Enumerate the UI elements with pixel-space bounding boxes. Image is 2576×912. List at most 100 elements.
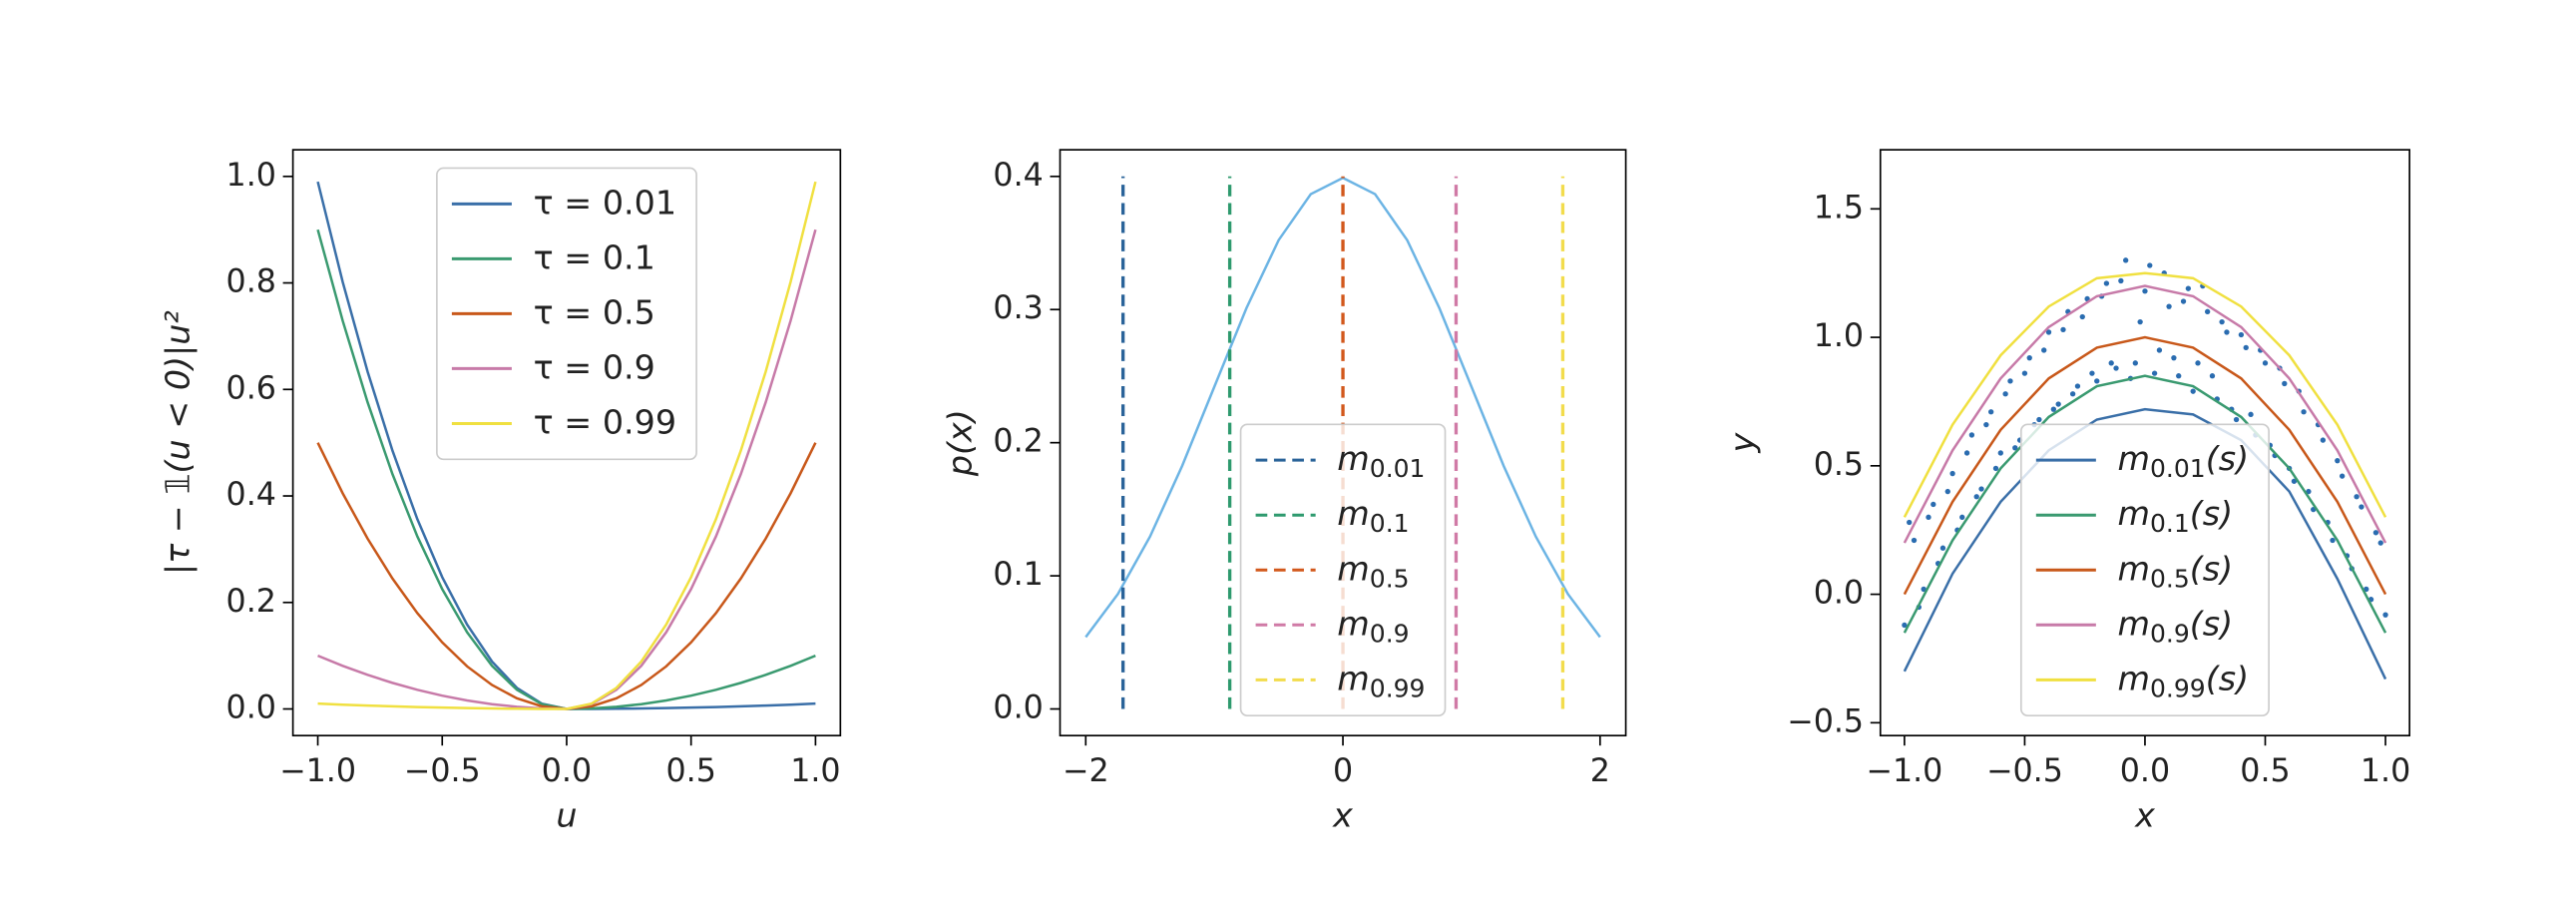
legend-name: m xyxy=(2118,604,2150,643)
y-axis-label: |τ − 𝟙(u < 0)|u² xyxy=(159,310,198,575)
legend-label: m0.99(s) xyxy=(2118,659,2250,703)
legend-subscript: 0.5 xyxy=(1370,564,1410,593)
legend-name: m xyxy=(1337,659,1369,697)
legend-name: m xyxy=(2118,494,2150,533)
y-tick-label: 0.5 xyxy=(1814,447,1864,483)
legend-subscript: 0.1 xyxy=(2150,509,2190,538)
series-line xyxy=(1903,374,2387,634)
scatter-point xyxy=(2330,537,2336,544)
legend-label: m0.1(s) xyxy=(2118,494,2234,539)
y-tick-label: 0.4 xyxy=(993,158,1043,194)
y-axis-label: y xyxy=(1723,432,1762,454)
legend-suffix: (s) xyxy=(2206,659,2249,697)
series-line xyxy=(1903,407,2387,681)
legend-subscript: 0.9 xyxy=(1370,619,1410,648)
legend-name: m xyxy=(2118,439,2150,478)
legend-suffix: (s) xyxy=(2190,604,2233,643)
legend-suffix: (s) xyxy=(2190,549,2233,588)
y-tick-label: 1.0 xyxy=(1814,318,1864,354)
scatter-point xyxy=(2041,347,2047,353)
x-tick-label: 0.0 xyxy=(2120,753,2170,789)
scatter-point xyxy=(2079,313,2085,320)
scatter-point xyxy=(1963,450,1970,456)
legend-suffix: (s) xyxy=(2190,494,2233,533)
legend-label: m0.5(s) xyxy=(2118,549,2234,594)
scatter-point xyxy=(2238,331,2245,338)
scatter-point xyxy=(1992,465,1999,472)
scatter-point xyxy=(1911,537,1918,544)
scatter-point xyxy=(2060,326,2066,333)
scatter-point xyxy=(2301,409,2307,415)
legend-subscript: 0.9 xyxy=(2150,619,2190,648)
scatter-point xyxy=(2074,383,2081,389)
y-tick-label: 0.0 xyxy=(993,690,1043,726)
legend-suffix: (s) xyxy=(2206,439,2249,478)
scatter-point xyxy=(2108,360,2114,366)
scatter-point xyxy=(2156,347,2163,353)
x-tick-label: 1.0 xyxy=(790,753,840,789)
legend-name: m xyxy=(1337,494,1369,533)
scatter-point xyxy=(2026,355,2032,361)
series-line xyxy=(1903,284,2387,544)
y-tick-label: 1.5 xyxy=(1814,190,1864,226)
scatter-point xyxy=(2339,473,2346,479)
legend-name: m xyxy=(1337,439,1369,478)
x-tick-label: 0 xyxy=(1333,753,1353,789)
scatter-point xyxy=(1973,494,1979,500)
scatter-point xyxy=(2176,373,2182,379)
legend: τ = 0.01 τ = 0.1 τ = 0.5 τ = 0.9 τ = 0.99 xyxy=(436,167,697,461)
scatter-point xyxy=(2012,445,2018,451)
legend-label: τ = 0.01 xyxy=(534,183,676,222)
x-tick-label: −0.5 xyxy=(404,753,481,789)
series-line xyxy=(1903,335,2387,596)
scatter-point xyxy=(1931,501,1936,508)
legend-label: τ = 0.99 xyxy=(534,402,676,441)
x-tick-label: −1.0 xyxy=(279,753,356,789)
scatter-point xyxy=(2002,391,2008,397)
legend-subscript: 0.1 xyxy=(1370,509,1410,538)
legend-name: τ = 0.01 xyxy=(534,183,676,222)
x-tick-label: 1.0 xyxy=(2361,753,2410,789)
scatter-point xyxy=(2204,308,2211,315)
scatter-point xyxy=(1944,488,1950,495)
scatter-point xyxy=(2137,318,2143,325)
scatter-point xyxy=(2195,360,2201,366)
scatter-point xyxy=(1983,421,1989,428)
scatter-point xyxy=(2123,257,2129,263)
x-axis-label: x xyxy=(1332,795,1354,834)
scatter-point xyxy=(2363,586,2369,593)
scatter-point xyxy=(2036,416,2042,423)
scatter-point xyxy=(2089,370,2095,376)
legend-subscript: 0.01 xyxy=(2150,454,2206,483)
legend-label: m0.01 xyxy=(1337,439,1425,484)
scatter-point xyxy=(2243,344,2249,351)
legend-label: τ = 0.5 xyxy=(534,292,655,331)
x-tick-label: 0.0 xyxy=(542,753,592,789)
scatter-point xyxy=(2282,380,2288,387)
legend-name: τ = 0.9 xyxy=(534,347,655,386)
y-axis-label: p(x) xyxy=(941,409,980,477)
legend: m0.01(s)m0.1(s)m0.5(s)m0.9(s)m0.99(s) xyxy=(2019,423,2270,717)
scatter-point xyxy=(2359,504,2364,510)
legend-label: τ = 0.9 xyxy=(534,347,655,386)
scatter-point xyxy=(2007,378,2013,384)
scatter-point xyxy=(2190,388,2196,394)
scatter-point xyxy=(2045,329,2052,335)
scatter-point xyxy=(2185,285,2192,291)
legend-subscript: 0.99 xyxy=(1370,674,1426,702)
y-tick-label: 0.0 xyxy=(226,690,276,726)
scatter-point xyxy=(2103,280,2110,286)
y-tick-label: 1.0 xyxy=(226,158,276,194)
legend-box xyxy=(2019,423,2270,717)
plot-frame xyxy=(291,149,842,737)
scatter-point xyxy=(2118,277,2124,284)
scatter-point xyxy=(2113,365,2119,371)
scatter-point xyxy=(1921,586,1927,593)
chart: −1.0 −0.5 0.0 0.5 1.0 0.0 0.2 0.4 0.6 0.8 1.0 u |τ −… xyxy=(159,149,842,834)
y-tick-label: 0.8 xyxy=(226,264,276,300)
series-line xyxy=(317,181,817,710)
scatter-point xyxy=(2335,458,2341,464)
series-line xyxy=(1903,271,2387,518)
